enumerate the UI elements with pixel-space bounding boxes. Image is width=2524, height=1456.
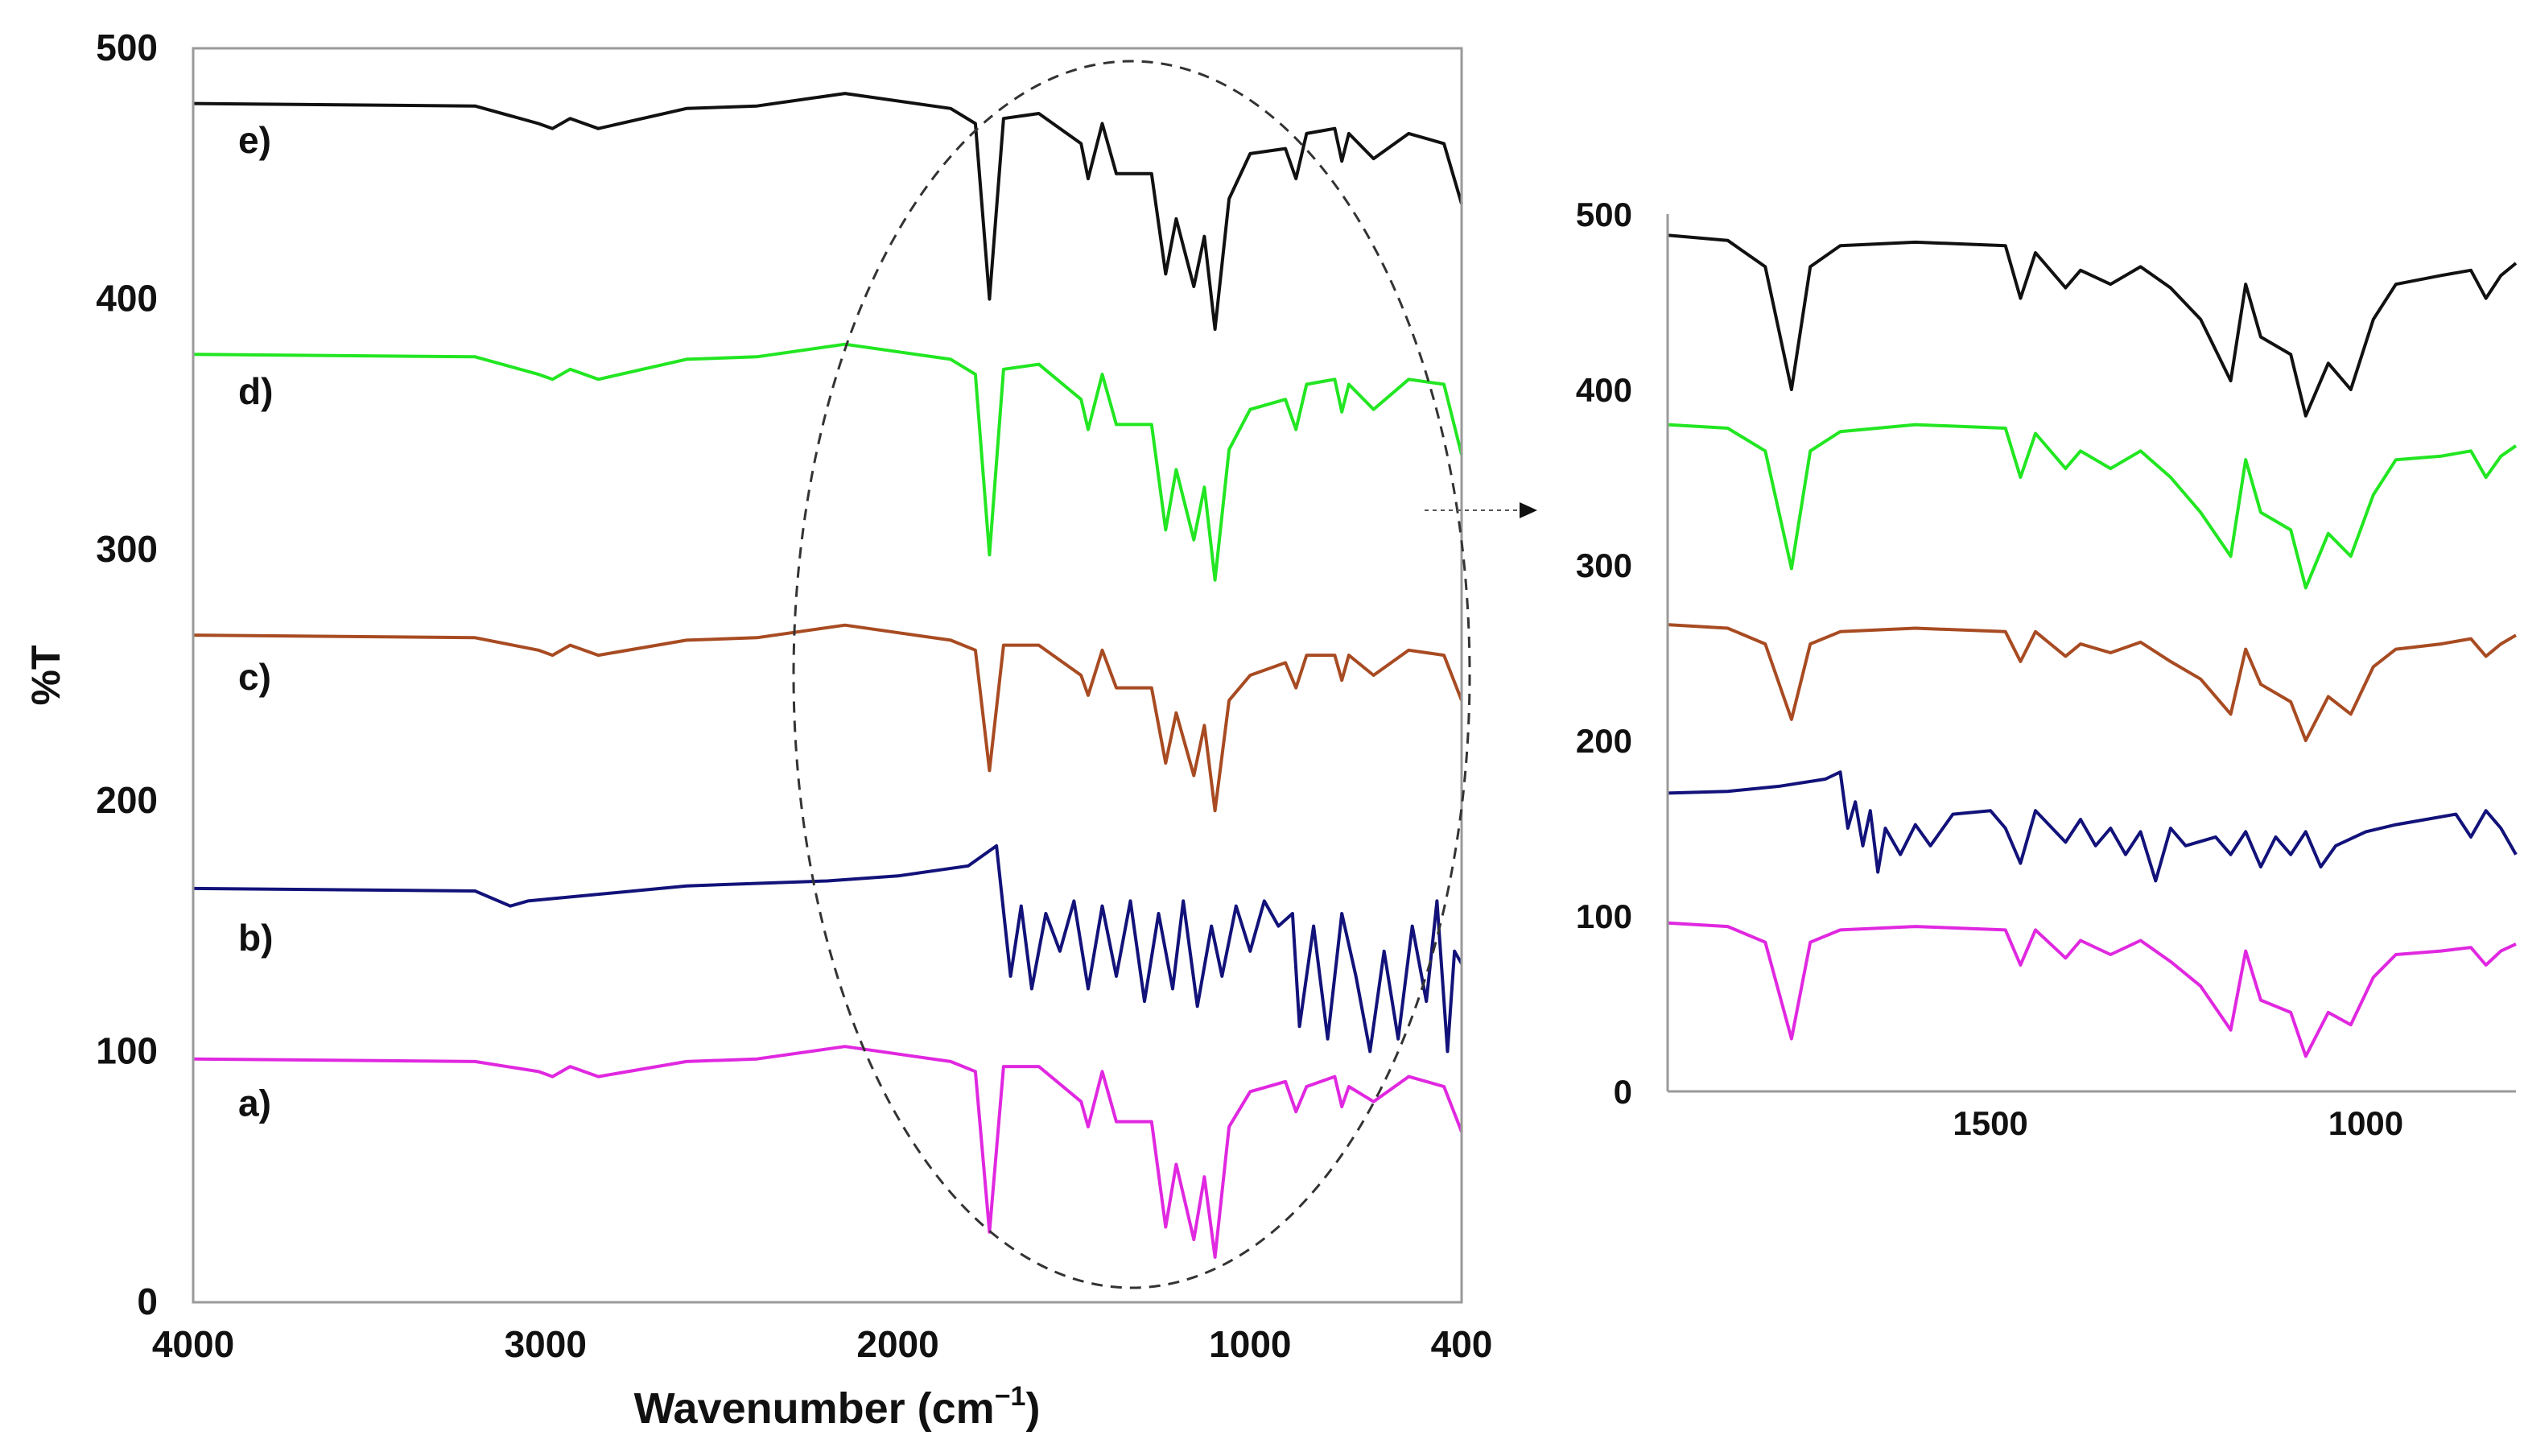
inset-series-line-d <box>1667 423 2518 590</box>
main-y-tick-label: 500 <box>96 27 158 68</box>
inset-chart: 0 100 200 300 400 500 1500 1000 <box>1576 196 2518 1142</box>
inset-y-tick-label: 500 <box>1576 196 1632 233</box>
inset-x-tick-label: 1500 <box>1953 1104 2027 1142</box>
main-x-tick-label: 2000 <box>856 1323 938 1365</box>
inset-x-tick-labels: 1500 1000 <box>1953 1104 2403 1142</box>
series-label-d: d) <box>238 370 273 412</box>
series-label-a: a) <box>238 1083 271 1124</box>
inset-series-line-a <box>1667 921 2517 1058</box>
inset-y-tick-labels: 0 100 200 300 400 500 <box>1576 196 1632 1111</box>
x-axis-title-close: ) <box>1025 1384 1040 1433</box>
main-y-tick-label: 400 <box>96 278 158 320</box>
main-x-tick-label: 3000 <box>505 1323 587 1365</box>
main-y-tick-label: 0 <box>137 1281 158 1322</box>
main-series-line-a <box>192 1045 1463 1259</box>
series-label-e: e) <box>238 119 271 161</box>
series-label-b: b) <box>238 917 273 959</box>
main-series-group <box>192 92 1463 1259</box>
series-label-c: c) <box>238 656 271 698</box>
inset-series-group <box>1667 233 2518 1058</box>
inset-series-line-c <box>1667 623 2518 742</box>
main-chart: 0 100 200 300 400 500 4000 3000 2000 1000 400 e) d… <box>23 27 1492 1433</box>
main-y-tick-labels: 0 100 200 300 400 500 <box>96 27 158 1322</box>
main-series-line-b <box>192 843 1463 1054</box>
main-series-line-c <box>192 623 1463 813</box>
main-plot-frame <box>192 47 1463 1304</box>
inset-y-tick-label: 0 <box>1614 1073 1632 1111</box>
main-y-tick-label: 100 <box>96 1029 158 1071</box>
main-series-line-d <box>192 342 1463 582</box>
main-y-tick-label: 300 <box>96 528 158 570</box>
main-x-tick-label: 1000 <box>1209 1323 1291 1365</box>
inset-y-tick-label: 100 <box>1576 897 1632 935</box>
inset-y-tick-label: 400 <box>1576 371 1632 409</box>
inset-series-line-b <box>1667 770 2518 883</box>
x-axis-title-sup: −1 <box>995 1381 1026 1412</box>
highlight-ellipse <box>792 60 1471 1289</box>
inset-y-tick-label: 200 <box>1576 722 1632 760</box>
main-x-tick-label: 400 <box>1431 1323 1493 1365</box>
main-series-labels: e) d) c) b) a) <box>238 119 273 1124</box>
inset-x-tick-label: 1000 <box>2328 1104 2403 1142</box>
main-y-tick-label: 200 <box>96 779 158 821</box>
main-x-tick-labels: 4000 3000 2000 1000 400 <box>152 1323 1493 1365</box>
inset-y-tick-label: 300 <box>1576 547 1632 584</box>
inset-series-line-e <box>1667 233 2518 418</box>
zoom-arrow-head <box>1520 502 1537 518</box>
main-x-tick-label: 4000 <box>152 1323 234 1365</box>
y-axis-title: %T <box>23 646 68 706</box>
x-axis-title: Wavenumber (cm−1) <box>634 1381 1041 1433</box>
main-series-line-e <box>192 92 1463 331</box>
x-axis-title-main: Wavenumber (cm <box>634 1384 995 1433</box>
